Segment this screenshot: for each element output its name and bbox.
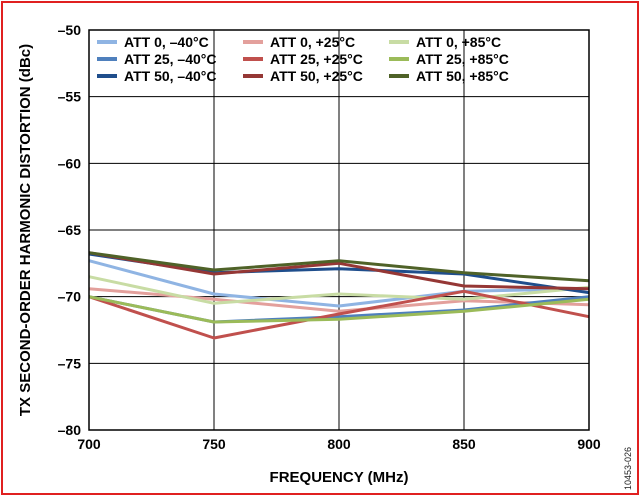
series-line [88,295,590,324]
y-axis-label: TX SECOND-ORDER HARMONIC DISTORTION (dBc… [17,44,34,416]
series-line [88,251,590,291]
figure-frame [1,1,639,495]
tick-labels: 700 750 800 850 900 –50 –55 –60 –65 –70 –75 –80 [58,22,601,452]
legend-label: ATT 0, –40°C [124,34,209,50]
series-line [88,275,590,305]
axes [88,29,590,431]
y-tick-label: –80 [58,422,82,438]
legend-label: ATT 50, +25°C [270,68,363,84]
x-tick-label: 700 [77,436,101,452]
y-tick-label: –70 [58,289,82,305]
legend-label: ATT 0, +85°C [416,34,501,50]
x-axis-label: FREQUENCY (MHz) [270,469,409,486]
x-tick-label: 750 [202,436,226,452]
x-tick-label: 800 [327,436,351,452]
y-tick-label: –55 [58,89,82,105]
y-tick-label: –75 [58,355,82,371]
y-tick-label: –60 [58,155,82,171]
legend-label: ATT 0, +25°C [270,34,355,50]
grid [88,29,590,431]
legend-label: ATT 25, +25°C [270,51,363,67]
y-tick-label: –50 [58,22,82,38]
y-tick-label: –65 [58,222,82,238]
series-line [88,251,590,283]
legend-label: ATT 25, –40°C [124,51,216,67]
x-tick-label: 850 [452,436,476,452]
series-line [88,289,590,340]
legend-label: ATT 50, +85°C [416,68,509,84]
x-tick-label: 900 [577,436,601,452]
series-line [88,259,590,308]
legend-label: ATT 25, +85°C [416,51,509,67]
series-lines [88,251,590,340]
legend-label: ATT 50, –40°C [124,68,216,84]
figure-id: 10453-026 [623,447,633,490]
plot-area [88,29,590,431]
